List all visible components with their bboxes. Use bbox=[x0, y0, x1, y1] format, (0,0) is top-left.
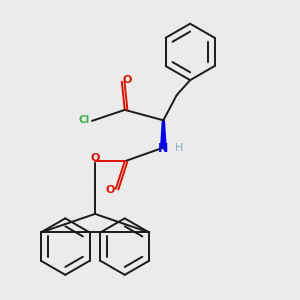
Text: O: O bbox=[90, 153, 99, 163]
Text: O: O bbox=[122, 75, 132, 85]
Text: O: O bbox=[106, 185, 115, 195]
Text: H: H bbox=[175, 143, 183, 153]
Text: Cl: Cl bbox=[79, 115, 90, 125]
Text: N: N bbox=[158, 142, 168, 155]
Polygon shape bbox=[161, 120, 166, 148]
